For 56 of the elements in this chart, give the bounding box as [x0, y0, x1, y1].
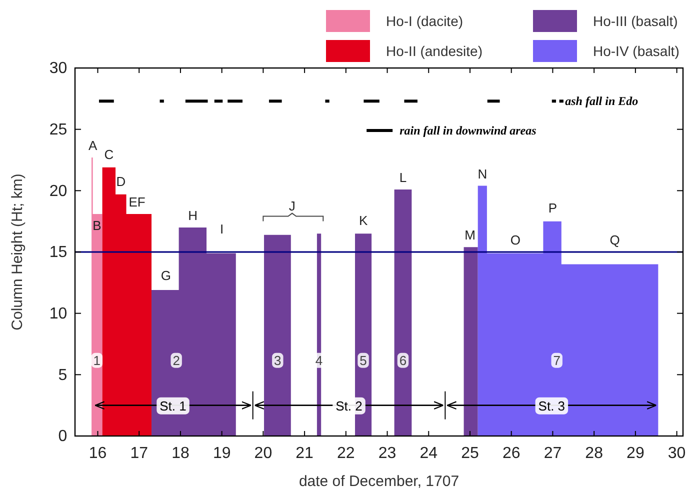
annotation: St. 1	[160, 398, 186, 414]
x-tick-label: 18	[172, 445, 190, 462]
x-tick-label: 23	[378, 445, 396, 462]
legend-label: Ho-II (andesite)	[386, 43, 482, 59]
x-tick-label: 25	[461, 445, 479, 462]
annotation: K	[358, 213, 368, 228]
x-tick-label: 30	[668, 445, 686, 462]
annotation: G	[160, 268, 172, 284]
y-tick-label: 10	[49, 305, 68, 322]
y-tick-label: 15	[49, 244, 68, 262]
x-tick-label: 20	[254, 445, 272, 462]
annotation: P	[548, 200, 558, 216]
y-tick-label: 0	[58, 428, 68, 446]
annotation: 3	[274, 352, 282, 368]
annotation: J	[288, 198, 296, 214]
y-axis-title: Column Height (Ht; km)	[9, 174, 26, 330]
annotation: St. 3	[538, 398, 566, 414]
x-tick-label: 26	[502, 445, 520, 462]
annotation: D	[116, 174, 126, 189]
annotation: B	[92, 218, 102, 233]
x-tick-label: 17	[130, 445, 148, 462]
y-tick-label: 5	[58, 366, 68, 384]
annotation: 5	[360, 352, 367, 368]
annotation: 2	[172, 352, 180, 368]
y-tick-label: 30	[49, 60, 68, 78]
annotation: 4	[315, 352, 323, 368]
annotation: 1	[93, 352, 101, 368]
y-tick-label: 25	[49, 121, 68, 138]
legend-label: Ho-IV (basalt)	[593, 43, 680, 59]
annotation: 7	[553, 352, 560, 368]
annotation: ash fall in Edo	[565, 94, 638, 108]
x-tick-label: 19	[212, 445, 231, 462]
x-tick-label: 27	[544, 445, 562, 462]
y-tick-label: 20	[49, 182, 68, 200]
x-tick-label: 21	[296, 445, 314, 462]
legend-label: rain fall in downwind areas	[400, 124, 537, 138]
annotation: N	[478, 166, 488, 182]
x-axis-title: date of December, 1707	[298, 473, 460, 490]
annotation: H	[188, 208, 198, 224]
annotation: 6	[399, 352, 407, 368]
annotation: A	[88, 138, 98, 154]
annotation: L	[399, 170, 407, 186]
x-tick-label: 24	[420, 445, 438, 462]
x-tick-label: 28	[585, 445, 604, 462]
annotation: I	[220, 222, 224, 237]
x-tick-label: 22	[337, 445, 355, 462]
legend-label: Ho-I (dacite)	[386, 13, 464, 29]
annotation: St. 2	[336, 398, 362, 414]
annotation: C	[104, 146, 114, 162]
x-tick-label: 29	[626, 445, 644, 462]
annotation: EF	[128, 194, 146, 210]
annotation: M	[464, 228, 476, 243]
annotation: Q	[610, 232, 620, 248]
legend-label: Ho-III (basalt)	[593, 13, 678, 29]
annotation: O	[510, 232, 521, 248]
x-tick-label: 16	[88, 445, 107, 462]
